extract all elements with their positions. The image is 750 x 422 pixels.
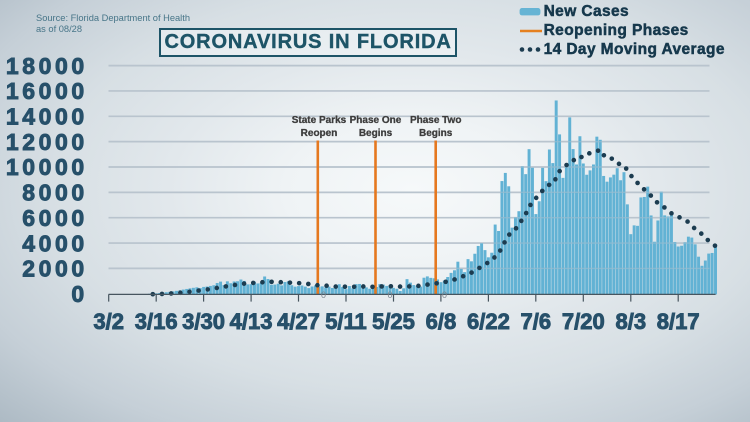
svg-text:2000: 2000 <box>22 256 88 282</box>
svg-text:3/16: 3/16 <box>135 309 178 334</box>
svg-text:3/2: 3/2 <box>93 309 124 334</box>
svg-text:5/11: 5/11 <box>325 309 367 334</box>
svg-text:4/27: 4/27 <box>277 309 320 334</box>
svg-text:0: 0 <box>71 281 87 307</box>
svg-text:7/20: 7/20 <box>562 309 605 334</box>
svg-text:8/17: 8/17 <box>657 309 700 334</box>
svg-text:6/8: 6/8 <box>426 309 457 334</box>
svg-text:16000: 16000 <box>6 78 88 104</box>
svg-text:12000: 12000 <box>6 129 88 155</box>
svg-text:3/30: 3/30 <box>182 309 225 334</box>
svg-text:0: 0 <box>321 290 326 300</box>
svg-text:14000: 14000 <box>6 104 88 130</box>
svg-text:8000: 8000 <box>22 180 88 206</box>
svg-text:0: 0 <box>387 290 392 300</box>
svg-text:8/3: 8/3 <box>616 309 647 334</box>
svg-text:0: 0 <box>442 290 447 300</box>
svg-text:4/13: 4/13 <box>230 309 273 334</box>
svg-text:4000: 4000 <box>22 230 88 256</box>
svg-text:10000: 10000 <box>6 154 88 180</box>
svg-text:6000: 6000 <box>22 205 88 231</box>
svg-text:5/25: 5/25 <box>372 309 415 334</box>
svg-text:18000: 18000 <box>6 53 88 79</box>
svg-text:6/22: 6/22 <box>467 309 510 334</box>
svg-text:7/6: 7/6 <box>521 309 552 334</box>
